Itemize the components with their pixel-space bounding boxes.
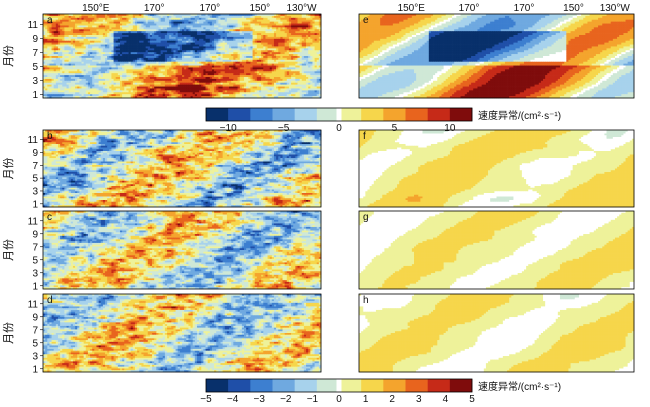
panel-a: a [43, 14, 321, 98]
panels-layer: a eb fc gd h [43, 14, 634, 372]
